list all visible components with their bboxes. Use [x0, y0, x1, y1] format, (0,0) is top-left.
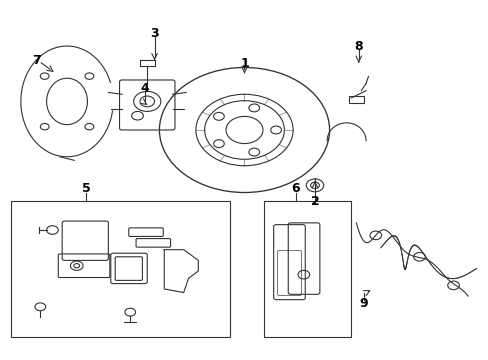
Text: 8: 8	[354, 40, 362, 53]
Text: 3: 3	[150, 27, 159, 40]
Text: 5: 5	[82, 183, 91, 195]
Bar	[11, 202, 229, 337]
Bar	[264, 202, 351, 337]
Text: 9: 9	[359, 297, 367, 310]
Text: 4: 4	[140, 82, 149, 95]
Text: 1: 1	[240, 57, 248, 71]
Text: 2: 2	[310, 195, 319, 208]
Bar	[348, 96, 363, 103]
Text: 6: 6	[291, 183, 299, 195]
Text: 7: 7	[32, 54, 41, 67]
